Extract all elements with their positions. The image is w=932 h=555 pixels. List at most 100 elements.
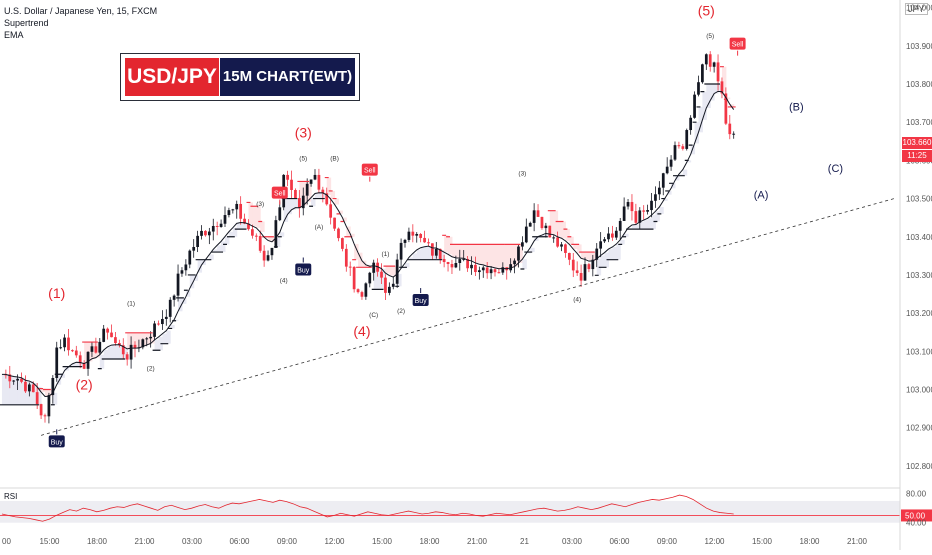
candle-body [298,198,301,208]
candle-body [126,354,129,359]
candle-body [443,259,446,262]
candle-body [231,209,234,210]
candle-body [717,62,720,81]
candle-body [114,337,117,343]
wave-label: (B) [330,155,339,162]
supertrend-band [425,247,429,260]
signal-label: Sell [732,42,744,49]
supertrend-band [252,206,256,226]
candle-body [165,317,168,319]
candle-body [365,283,368,296]
candle-body [161,319,164,324]
candle-body [235,204,238,209]
supertrend-band [487,244,491,266]
candle-body [286,175,289,180]
wave-label: (A) [315,224,324,231]
supertrend-band [405,263,409,267]
candle-body [294,190,297,198]
candle-body [200,231,203,236]
candle-body [584,264,587,280]
wave-label: (1) [381,251,389,258]
signal-label: Buy [415,298,428,305]
supertrend-band [2,374,6,404]
candle-body [646,210,649,212]
currency-chip[interactable]: JPY [905,3,928,15]
candle-body [447,262,450,264]
candle-body [678,145,681,146]
candle-body [470,265,473,268]
supertrend-band [530,248,534,252]
supertrend-band [331,191,335,199]
candle-body [71,350,74,351]
candle-body [580,273,583,281]
candle-body [709,54,712,67]
candle-body [384,278,387,293]
y-tick-label: 103.900 [906,42,932,51]
candle-body [650,201,653,210]
candle-body [455,263,458,267]
legend-supertrend: Supertrend [4,18,49,28]
x-tick-label: 18:00 [87,537,108,546]
candle-body [419,234,422,238]
y-tick-label: 103.800 [906,80,932,89]
candle-body [408,232,411,240]
candle-body [451,264,454,267]
candle-body [537,210,540,217]
candle-body [713,62,716,66]
candle-body [685,130,688,149]
rsi-tick-label: 40.00 [906,519,927,528]
candle-body [666,167,669,174]
candle-body [204,231,207,235]
candle-body [642,210,645,211]
supertrend-band [413,253,417,259]
supertrend-band [585,252,589,259]
candle-body [216,226,219,227]
supertrend-band [659,207,663,214]
wave-label: (2) [147,365,155,372]
candle-body [635,211,638,223]
candle-body [278,207,281,220]
candle-body [349,267,352,268]
candle-body [670,160,673,167]
supertrend-band [108,347,112,359]
x-tick-label: 12:00 [704,537,725,546]
candle-body [611,234,614,238]
candle-body [498,272,501,273]
candle-body [353,267,356,289]
candle-body [568,253,571,260]
candle-body [224,215,227,224]
candle-body [267,255,270,260]
candle-body [102,329,105,342]
candle-body [427,242,430,243]
candle-body [36,392,39,404]
candle-body [400,243,403,260]
candle-body [411,232,414,236]
supertrend-band [616,244,620,260]
y-tick-label: 103.700 [906,118,932,127]
candle-body [693,95,696,118]
supertrend-band [554,211,558,235]
candle-body [67,338,70,351]
candle-body [689,118,692,130]
candle-body [329,204,332,217]
supertrend-band [385,266,389,273]
supertrend-band [475,244,479,263]
candle-body [392,284,395,287]
candle-body [552,237,555,238]
candle-body [435,249,438,256]
candle-body [478,270,481,272]
candle-body [169,300,172,317]
candle-body [705,54,708,64]
supertrend-band [327,178,331,195]
y-tick-label: 103.500 [906,195,932,204]
supertrend-band [652,215,656,229]
supertrend-band [655,211,659,221]
candle-body [63,338,66,348]
supertrend-band [601,256,605,268]
supertrend-band [162,334,166,344]
candle-body [513,261,516,265]
supertrend-band [421,248,425,260]
wave-label: (C) [828,163,843,175]
x-tick-label: 03:00 [562,537,583,546]
candle-body [239,204,242,219]
